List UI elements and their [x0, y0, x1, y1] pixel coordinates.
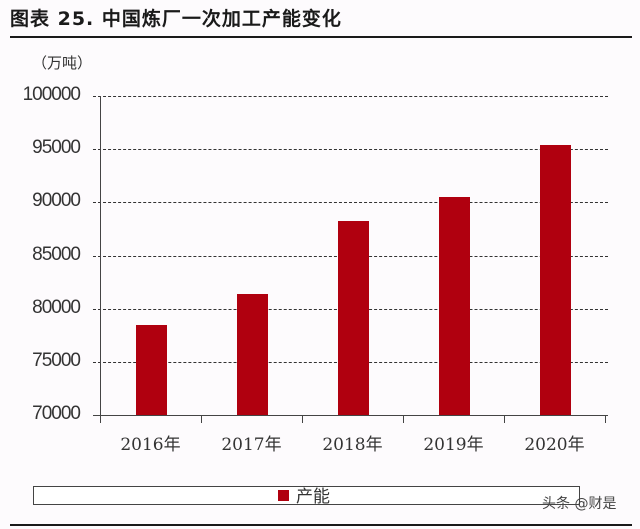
y-tick-label: 80000: [32, 296, 81, 318]
legend-swatch-icon: [278, 490, 289, 501]
x-tick-label: 2018年: [322, 435, 383, 455]
x-tick-label: 2019年: [423, 435, 484, 455]
y-tick-label: 85000: [32, 243, 81, 265]
bar-2020年: [540, 144, 571, 415]
y-tick-label: 75000: [32, 349, 81, 371]
bottom-rule: [10, 524, 632, 526]
y-tick-label: 100000: [22, 84, 81, 105]
x-tick: [605, 415, 606, 423]
top-rule: [10, 36, 632, 38]
bar-2019年: [439, 197, 470, 415]
y-axis: [100, 96, 101, 416]
x-tick: [201, 415, 202, 423]
gridline: [93, 149, 608, 151]
legend: 产能: [33, 486, 580, 507]
legend-label: 产能: [296, 487, 330, 507]
x-tick: [403, 415, 404, 423]
gridline: [93, 202, 608, 204]
y-axis-unit: （万吨）: [32, 54, 93, 72]
x-tick: [504, 415, 505, 423]
x-tick: [100, 415, 101, 423]
chart-title: 图表 25. 中国炼厂一次加工产能变化: [10, 8, 342, 30]
gridline: [93, 96, 608, 97]
y-tick-label: 70000: [32, 403, 81, 424]
x-tick-label: 2016年: [120, 435, 181, 455]
y-tick-label: 95000: [32, 137, 81, 159]
watermark: 头条 @财是: [542, 496, 617, 512]
x-tick-label: 2017年: [221, 435, 282, 455]
y-tick-label: 90000: [32, 190, 81, 212]
bar-2017年: [237, 293, 268, 415]
x-tick-label: 2020年: [524, 435, 585, 455]
bar-2016年: [136, 324, 167, 415]
x-tick: [302, 415, 303, 423]
bar-2018年: [338, 221, 369, 415]
x-axis: [93, 415, 608, 416]
